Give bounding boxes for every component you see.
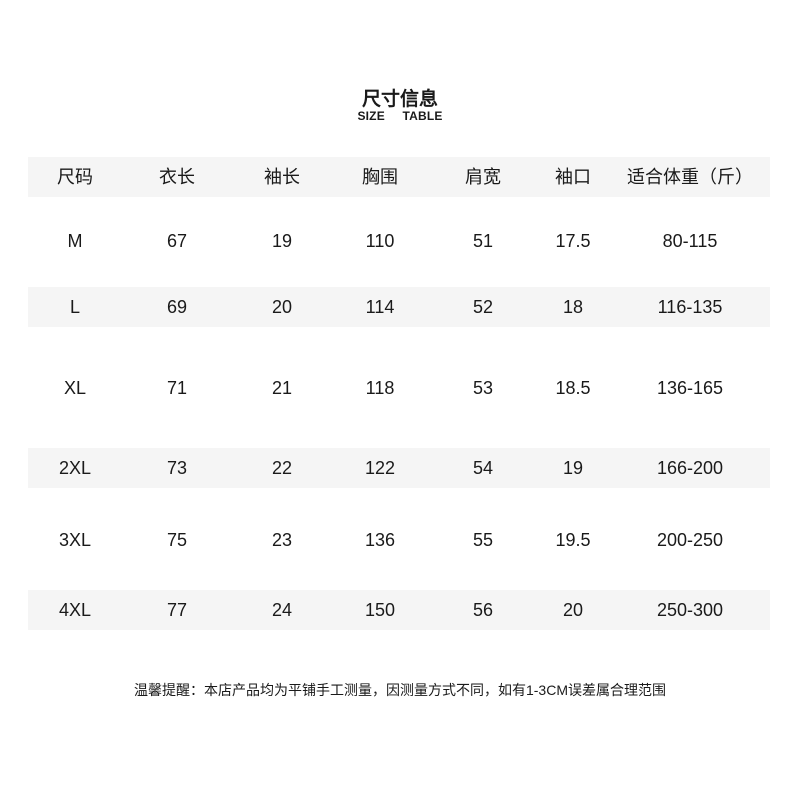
table-cell: 17.5 bbox=[555, 231, 591, 251]
table-cell: 69 bbox=[166, 297, 188, 317]
table-cell: 18.5 bbox=[555, 378, 591, 398]
table-cell: 75 bbox=[166, 530, 188, 550]
header-cell: 适合体重（斤） bbox=[627, 167, 753, 187]
header-cell: 袖长 bbox=[264, 167, 300, 187]
table-cell: 116-135 bbox=[657, 297, 723, 317]
table-cell: 55 bbox=[472, 530, 494, 550]
table-cell: 67 bbox=[166, 231, 188, 251]
table-cell: 54 bbox=[472, 458, 494, 478]
header-cell: 肩宽 bbox=[465, 167, 501, 187]
table-row: 3XL 75 23 136 55 19.5 200-250 bbox=[28, 520, 770, 560]
table-cell: 53 bbox=[472, 378, 494, 398]
header-cell: 尺码 bbox=[57, 167, 93, 187]
page-subtitle: SIZE TABLE bbox=[357, 109, 443, 123]
table-cell: 250-300 bbox=[656, 600, 724, 620]
table-cell: 19 bbox=[271, 231, 293, 251]
header-cell: 胸围 bbox=[362, 167, 398, 187]
table-cell: 19 bbox=[562, 458, 584, 478]
table-cell: 136-165 bbox=[656, 378, 724, 398]
table-cell: L bbox=[69, 297, 81, 317]
page-title: 尺寸信息 bbox=[361, 89, 438, 110]
table-cell: 114 bbox=[365, 297, 395, 317]
table-cell: 110 bbox=[365, 231, 395, 251]
table-cell: 20 bbox=[562, 600, 584, 620]
table-cell: 21 bbox=[271, 378, 293, 398]
table-cell: 3XL bbox=[58, 530, 92, 550]
table-cell: 52 bbox=[472, 297, 494, 317]
table-cell: 56 bbox=[472, 600, 494, 620]
header-cell: 衣长 bbox=[159, 167, 195, 187]
table-cell: 150 bbox=[364, 600, 396, 620]
table-row: 4XL 77 24 150 56 20 250-300 bbox=[28, 590, 770, 630]
table-cell: 77 bbox=[166, 600, 188, 620]
table-cell: 118 bbox=[365, 378, 395, 398]
table-cell: 71 bbox=[166, 378, 188, 398]
table-cell: 200-250 bbox=[656, 530, 724, 550]
header-cell: 袖口 bbox=[555, 167, 591, 187]
table-cell: 23 bbox=[271, 530, 293, 550]
measurement-note: 温馨提醒：本店产品均为平铺手工测量，因测量方式不同，如有1-3CM误差属合理范围 bbox=[133, 682, 666, 698]
table-cell: 166-200 bbox=[656, 458, 724, 478]
table-cell: 73 bbox=[166, 458, 188, 478]
header-row: 尺码 衣长 袖长 胸围 肩宽 袖口 适合体重（斤） bbox=[28, 157, 770, 197]
table-cell: 20 bbox=[271, 297, 293, 317]
table-cell: M bbox=[67, 231, 83, 251]
table-cell: 122 bbox=[364, 458, 396, 478]
table-cell: XL bbox=[63, 378, 87, 398]
table-cell: 80-115 bbox=[662, 231, 718, 251]
table-cell: 24 bbox=[271, 600, 293, 620]
table-row: XL 71 21 118 53 18.5 136-165 bbox=[28, 368, 770, 408]
table-cell: 136 bbox=[364, 530, 396, 550]
table-cell: 2XL bbox=[58, 458, 92, 478]
table-cell: 22 bbox=[271, 458, 293, 478]
table-cell: 51 bbox=[472, 231, 494, 251]
table-row: M 67 19 110 51 17.5 80-115 bbox=[28, 221, 770, 261]
table-cell: 19.5 bbox=[555, 530, 591, 550]
table-row: L 69 20 114 52 18 116-135 bbox=[28, 287, 770, 327]
table-row: 2XL 73 22 122 54 19 166-200 bbox=[28, 448, 770, 488]
table-cell: 4XL bbox=[58, 600, 92, 620]
table-cell: 18 bbox=[562, 297, 584, 317]
